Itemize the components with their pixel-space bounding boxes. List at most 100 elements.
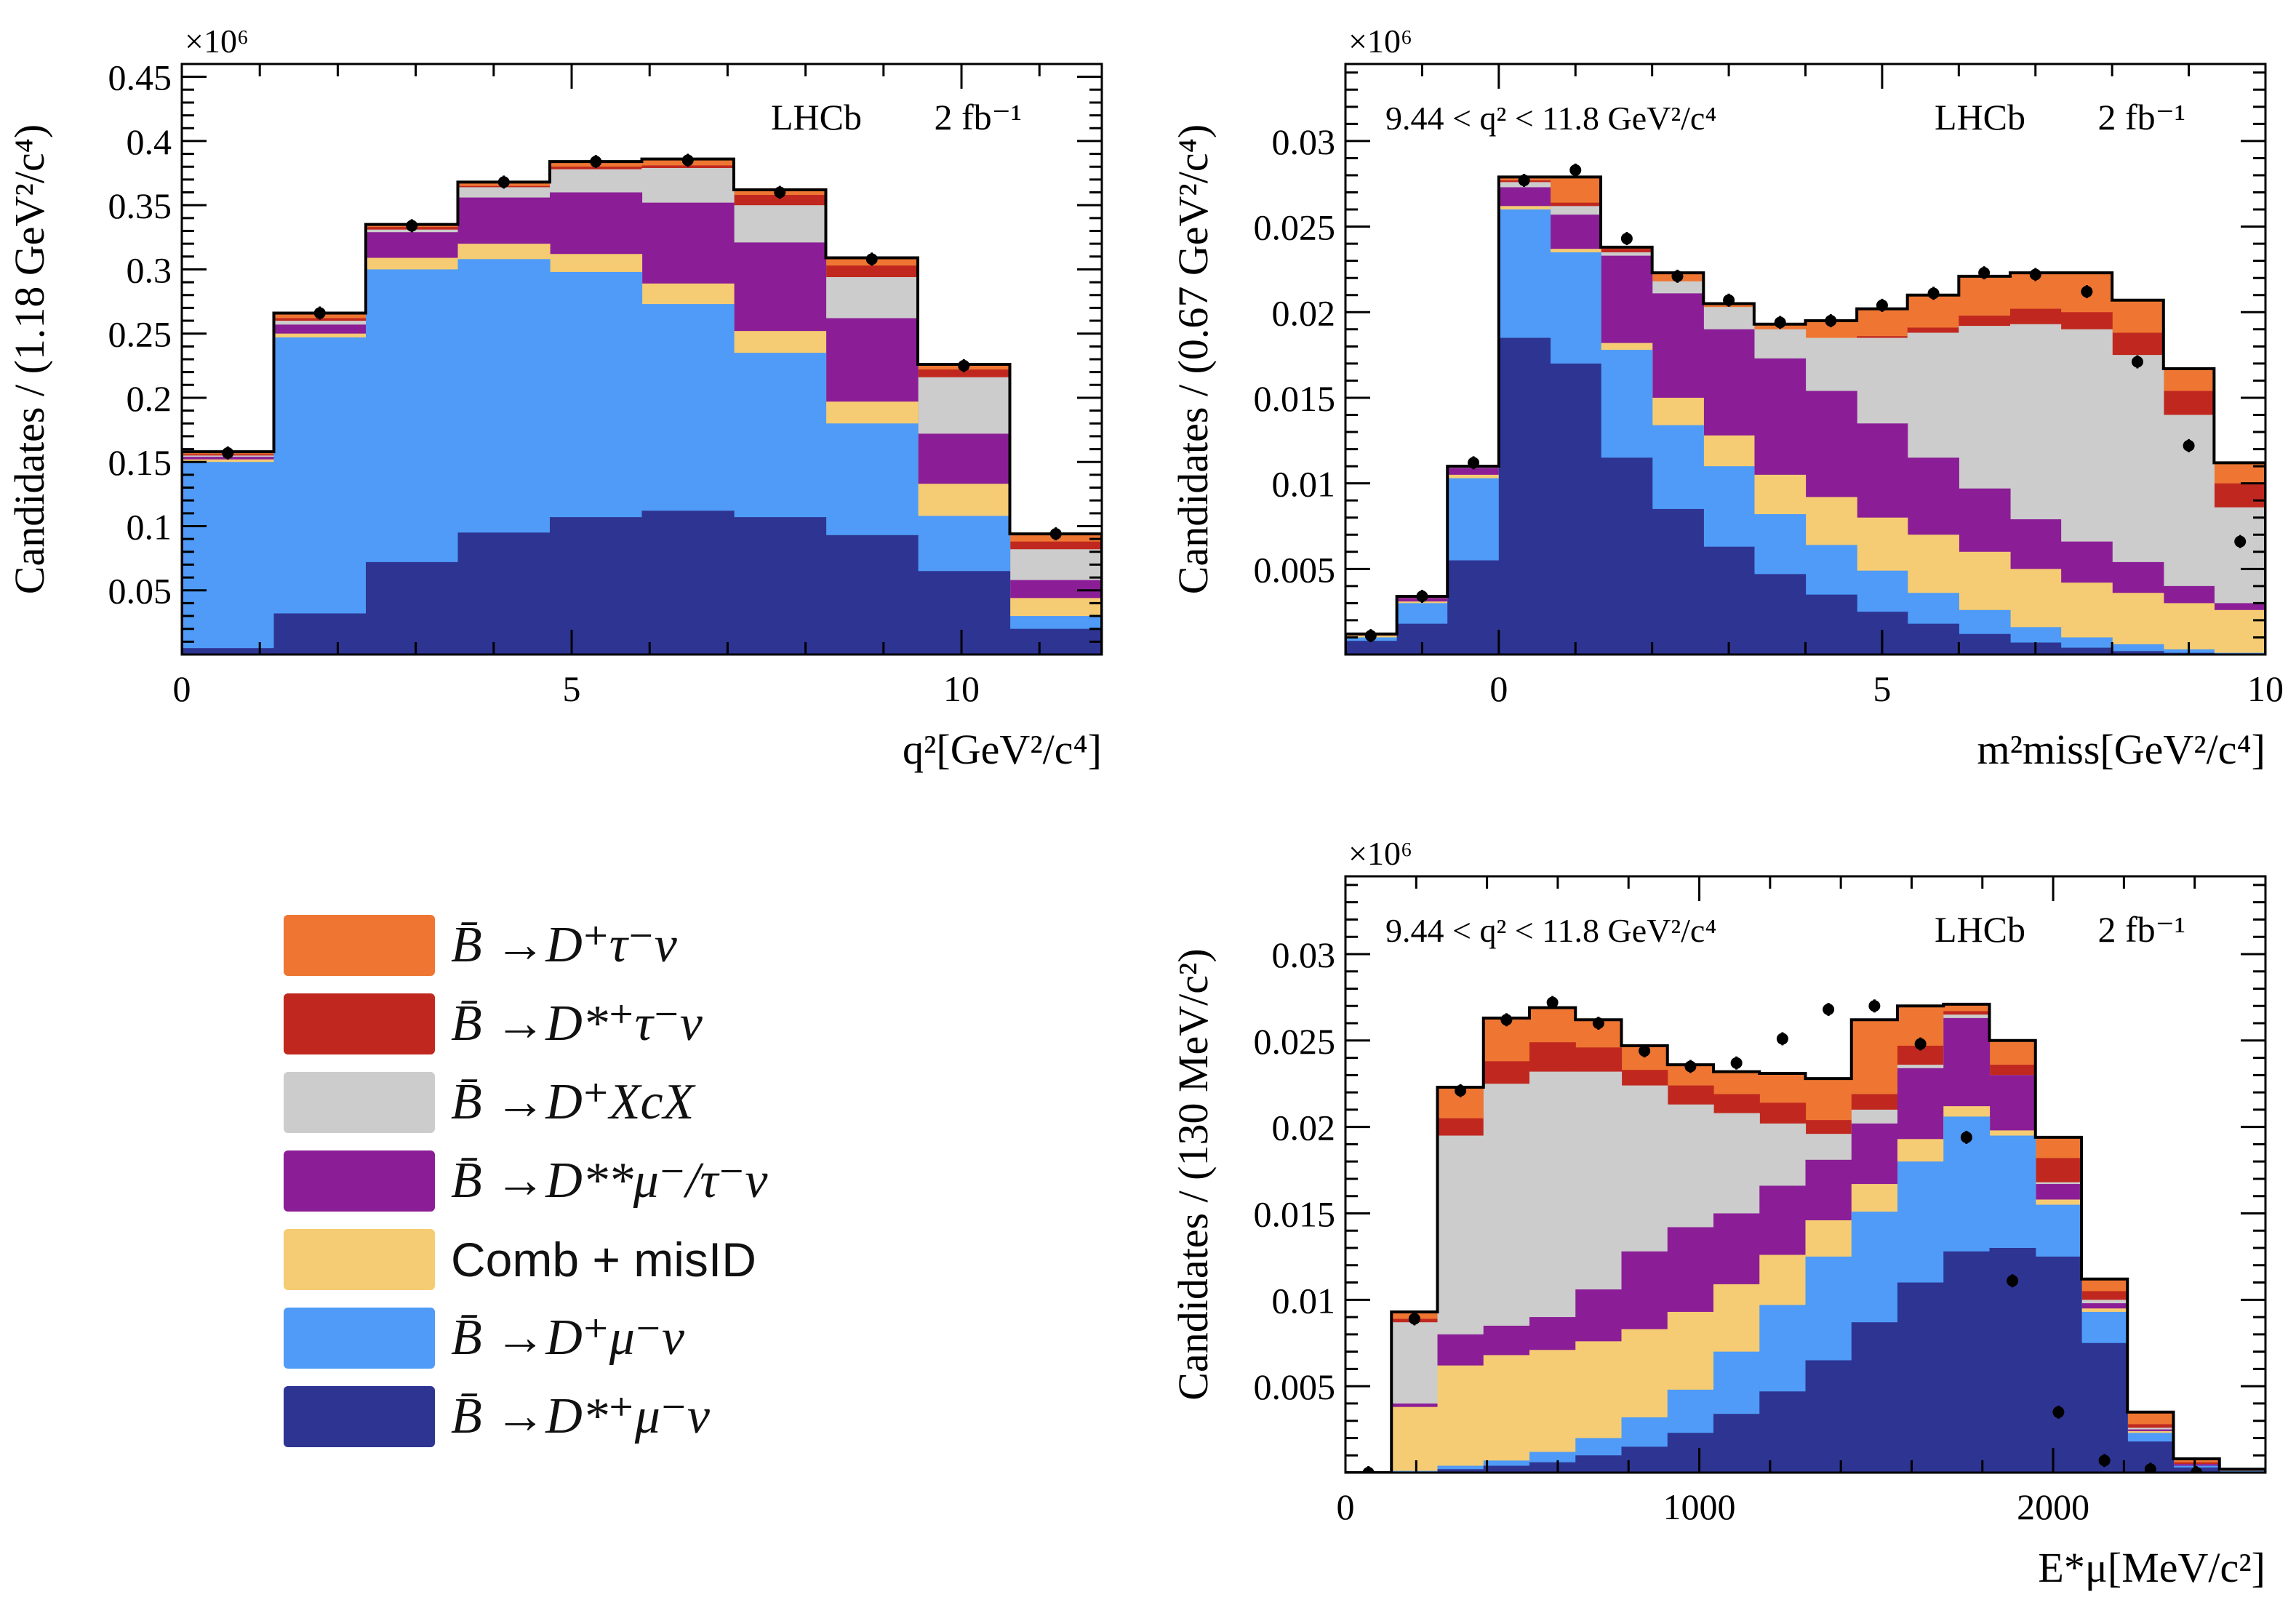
- legend: B̄ →D⁺τ⁻ν B̄ →D*⁺τ⁻ν B̄ →D⁺XcX B̄ →D**μ⁻…: [284, 909, 938, 1459]
- data-point: [2191, 1467, 2203, 1473]
- legend-item-xcx: B̄ →D⁺XcX: [284, 1066, 938, 1145]
- bar-mu_Dstar: [1667, 1433, 1714, 1473]
- bar-mu_Dstar: [825, 535, 919, 655]
- data-point: [1455, 1084, 1467, 1097]
- bar-mu_Dstar: [918, 571, 1011, 655]
- bar-mu_Dstar: [1943, 1251, 1991, 1473]
- data-point: [1500, 1014, 1513, 1026]
- y-tick-label: 0.4: [127, 121, 172, 162]
- bar-comb: [1391, 1406, 1439, 1473]
- data-point: [1364, 630, 1377, 642]
- legend-label: B̄ →D**μ⁻/τ⁻ν: [451, 1153, 768, 1209]
- y-multiplier: ×10⁶: [1348, 23, 1412, 60]
- data-points: [222, 153, 1062, 541]
- data-point: [1362, 1467, 1375, 1473]
- bar-mu_D: [182, 462, 275, 655]
- legend-swatch: [284, 1308, 435, 1369]
- y-tick-label: 0.015: [1254, 378, 1336, 419]
- legend-swatch: [284, 1150, 435, 1212]
- series-mu_Dstar: [1437, 1248, 2220, 1473]
- panel-q2-histogram: 0.05 0.1 0.15 0.2 0.25 0.3 0.35 0.4 0.45 0 5 10 ×10⁶…: [6, 23, 1103, 773]
- series-mu_Dstar: [182, 511, 1102, 655]
- bar-mu_D: [273, 337, 367, 655]
- data-point: [1723, 294, 1735, 306]
- luminosity-label: 2 fb⁻¹: [2097, 909, 2185, 950]
- x-tick-label: 5: [1873, 668, 1891, 709]
- legend-item-tau-d: B̄ →D⁺τ⁻ν: [284, 909, 938, 988]
- y-tick-label: 0.35: [108, 185, 172, 226]
- y-tick-label: 0.05: [108, 571, 172, 612]
- y-tick-label: 0.01: [1272, 464, 1336, 505]
- bar-mu_Dstar: [1498, 337, 1551, 655]
- bar-mu_Dstar: [2081, 1342, 2128, 1473]
- data-point: [1684, 1060, 1697, 1073]
- data-point: [1776, 1033, 1788, 1045]
- bar-mu_Dstar: [1575, 1455, 1623, 1473]
- data-point: [2144, 1463, 2156, 1473]
- y-tick-label: 0.03: [1272, 121, 1336, 162]
- data-point: [2234, 535, 2247, 548]
- bar-mu_Dstar: [1703, 546, 1755, 655]
- legend-item-tau-dstar: B̄ →D*⁺τ⁻ν: [284, 988, 938, 1066]
- x-tick-label: 0: [173, 668, 191, 709]
- data-point: [1639, 1045, 1651, 1057]
- legend-item-dstarstar: B̄ →D**μ⁻/τ⁻ν: [284, 1145, 938, 1223]
- bar-mu_Dstar: [1345, 641, 1398, 655]
- data-point: [774, 186, 786, 199]
- y-tick-label: 0.25: [108, 314, 172, 355]
- bar-mu_Dstar: [273, 613, 367, 655]
- total-outline: [1345, 1002, 2265, 1473]
- data-point: [222, 447, 234, 459]
- bar-mu_Dstar: [1713, 1414, 1760, 1473]
- data-point: [2183, 439, 2195, 452]
- bar-mu_Dstar: [1907, 623, 1959, 655]
- y-tick-label: 0.005: [1254, 549, 1336, 590]
- y-tick-label: 0.005: [1254, 1366, 1336, 1407]
- bar-mu_Dstar: [1009, 628, 1102, 655]
- y-tick-label: 0.3: [127, 249, 172, 290]
- plot-area: [182, 153, 1102, 655]
- x-tick-label: 0: [1489, 668, 1508, 709]
- data-point: [406, 220, 418, 232]
- data-point: [1408, 1313, 1420, 1325]
- bar-mu_Dstar: [1529, 1462, 1576, 1473]
- bar-mu_Dstar: [734, 517, 827, 655]
- y-tick-label: 0.025: [1254, 1021, 1336, 1062]
- y-tick-label: 0.15: [108, 442, 172, 483]
- data-point: [1730, 1057, 1743, 1069]
- experiment-label: LHCb: [771, 97, 862, 137]
- bar-mu_Dstar: [1805, 594, 1857, 655]
- x-axis-label: m²miss[GeV²/c⁴]: [1977, 726, 2265, 773]
- bar-mu_Dstar: [1601, 457, 1653, 655]
- y-tick-label: 0.025: [1254, 207, 1336, 248]
- data-point: [497, 176, 510, 188]
- legend-item-mu-dstar: B̄ →D*⁺μ⁻ν: [284, 1380, 938, 1459]
- bar-mu_Dstar: [1851, 1322, 1898, 1473]
- bar-mu_Dstar: [1437, 1469, 1484, 1473]
- data-point: [1774, 316, 1786, 329]
- data-point: [2081, 286, 2093, 298]
- y-axis-label: Candidates / (1.18 GeV²/c⁴): [6, 124, 53, 594]
- data-points: [1364, 163, 2247, 643]
- data-point: [1620, 233, 1633, 245]
- data-point: [2131, 356, 2143, 368]
- x-tick-label: 2000: [2017, 1486, 2089, 1527]
- data-point: [1823, 1004, 1835, 1016]
- selection-label: 9.44 < q² < 11.8 GeV²/c⁴: [1385, 912, 1716, 949]
- y-tick-label: 0.02: [1272, 1108, 1336, 1148]
- legend-swatch: [284, 993, 435, 1054]
- y-tick-label: 0.03: [1272, 934, 1336, 975]
- data-point: [1960, 1131, 1972, 1143]
- data-point: [1546, 996, 1559, 1009]
- x-tick-label: 10: [2247, 668, 2284, 709]
- bar-mu_Dstar: [1759, 1391, 1807, 1473]
- bar-mu_Dstar: [1959, 633, 2011, 655]
- y-multiplier: ×10⁶: [185, 23, 249, 60]
- legend-label: B̄ →D*⁺μ⁻ν: [451, 1388, 710, 1444]
- x-tick-label: 1000: [1663, 1486, 1736, 1527]
- data-point: [1518, 175, 1530, 187]
- experiment-label: LHCb: [1935, 97, 2025, 137]
- data-point: [1569, 164, 1582, 176]
- data-point: [681, 154, 694, 167]
